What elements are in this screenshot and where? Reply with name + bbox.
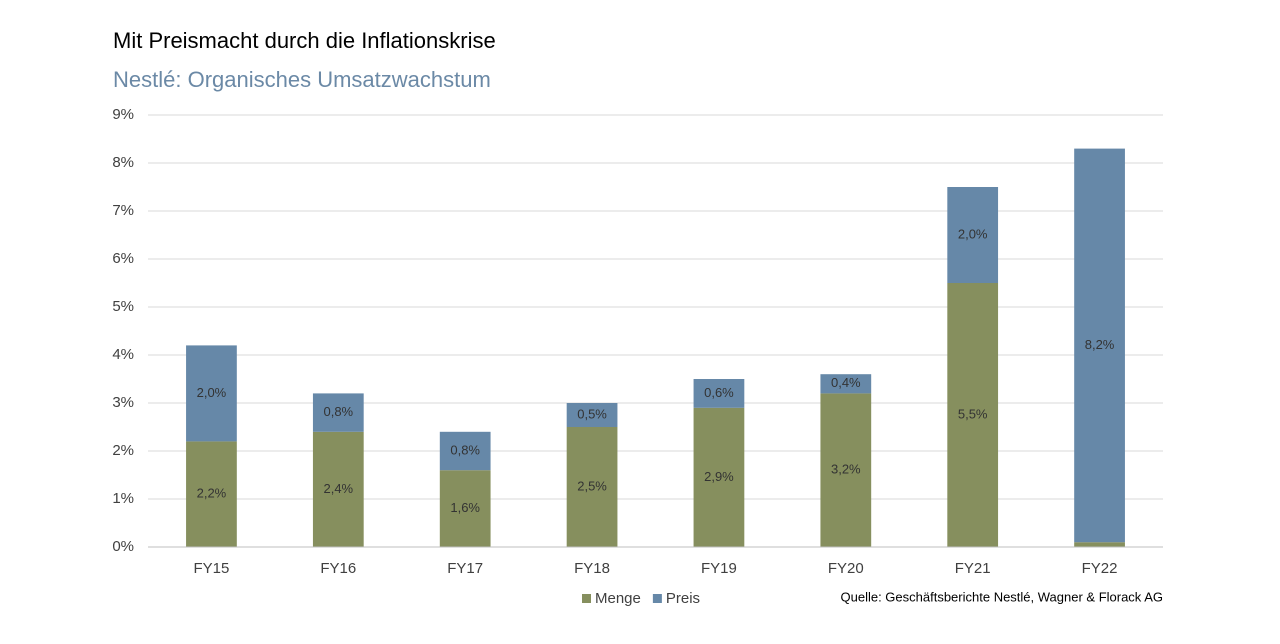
bar-segment (312, 393, 364, 432)
bar-segment (312, 431, 364, 547)
bar-segment (566, 427, 618, 547)
y-tick-label: 5% (112, 298, 134, 315)
legend-swatch (582, 594, 591, 603)
source-note: Quelle: Geschäftsberichte Nestlé, Wagner… (841, 589, 1164, 604)
y-tick-label: 3% (112, 394, 134, 411)
x-tick-label: FY21 (955, 560, 991, 577)
y-tick-label: 9% (112, 106, 134, 123)
data-label: 3,2% (831, 462, 861, 477)
x-tick-label: FY18 (574, 560, 610, 577)
x-tick-label: FY15 (194, 560, 230, 577)
legend-label: Preis (666, 590, 700, 607)
data-label: 2,9% (704, 469, 734, 484)
x-tick-label: FY22 (1082, 560, 1118, 577)
chart-subtitle: Nestlé: Organisches Umsatzwachstum (113, 67, 491, 92)
data-label: 1,6% (450, 500, 480, 515)
data-label: 2,2% (197, 486, 227, 501)
bar-segment (820, 374, 872, 394)
y-tick-label: 2% (112, 442, 134, 459)
data-label: 2,0% (958, 226, 988, 241)
x-tick-label: FY16 (320, 560, 356, 577)
y-tick-label: 4% (112, 346, 134, 363)
y-tick-label: 8% (112, 154, 134, 171)
data-label: 0,8% (450, 442, 480, 457)
bar-segment (186, 441, 237, 547)
bar-segment (439, 431, 491, 471)
data-label: 0,4% (831, 375, 861, 390)
data-label: 0,5% (577, 406, 607, 421)
data-label: 2,5% (577, 478, 607, 493)
y-tick-label: 7% (112, 202, 134, 219)
y-tick-label: 1% (112, 490, 134, 507)
x-tick-label: FY17 (447, 560, 483, 577)
x-tick-label: FY20 (828, 560, 864, 577)
bar-segment (947, 187, 999, 283)
bar-segment (186, 345, 237, 442)
y-tick-label: 0% (112, 538, 134, 555)
bar-segment (820, 393, 872, 547)
bar-segment (947, 283, 999, 547)
data-label: 0,6% (704, 385, 734, 400)
chart-title: Mit Preismacht durch die Inflationskrise (113, 28, 496, 53)
data-label: 0,8% (323, 404, 353, 419)
bar-segment (1074, 542, 1125, 547)
bar-segment (1074, 148, 1125, 543)
data-label: 8,2% (1085, 337, 1115, 352)
bar-segment (566, 403, 618, 427)
x-tick-label: FY19 (701, 560, 737, 577)
bar-segment (439, 470, 491, 547)
legend-swatch (652, 594, 662, 603)
data-label: 2,0% (197, 385, 227, 400)
legend-label: Menge (595, 590, 641, 607)
y-tick-label: 6% (112, 250, 134, 267)
data-label: 2,4% (323, 481, 353, 496)
bar-segment (693, 407, 745, 547)
bar-segment (693, 379, 745, 408)
data-label: 5,5% (958, 406, 988, 421)
